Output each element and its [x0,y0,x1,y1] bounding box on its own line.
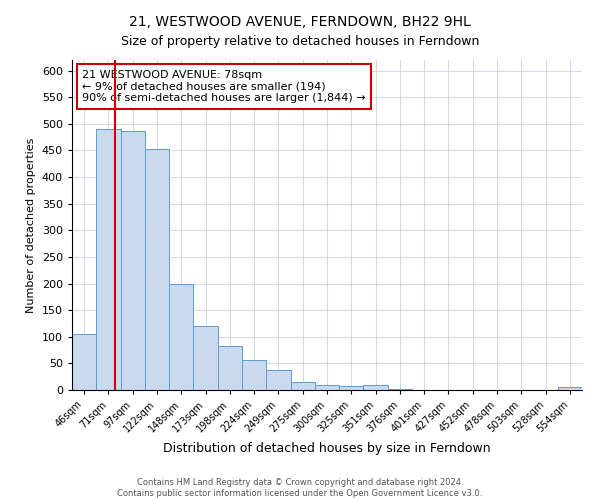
Text: 21, WESTWOOD AVENUE, FERNDOWN, BH22 9HL: 21, WESTWOOD AVENUE, FERNDOWN, BH22 9HL [129,15,471,29]
Bar [266,370,290,390]
Bar [96,129,121,390]
Bar [145,150,169,390]
X-axis label: Distribution of detached houses by size in Ferndown: Distribution of detached houses by size … [163,442,491,456]
Bar [121,131,145,390]
Bar [339,386,364,390]
Bar [364,384,388,390]
Bar [315,384,339,390]
Text: Size of property relative to detached houses in Ferndown: Size of property relative to detached ho… [121,35,479,48]
Y-axis label: Number of detached properties: Number of detached properties [26,138,36,312]
Bar [169,284,193,390]
Bar [193,326,218,390]
Text: 21 WESTWOOD AVENUE: 78sqm
← 9% of detached houses are smaller (194)
90% of semi-: 21 WESTWOOD AVENUE: 78sqm ← 9% of detach… [82,70,366,103]
Bar [218,346,242,390]
Bar [388,389,412,390]
Bar [558,388,582,390]
Bar [72,334,96,390]
Bar [290,382,315,390]
Bar [242,360,266,390]
Text: Contains HM Land Registry data © Crown copyright and database right 2024.
Contai: Contains HM Land Registry data © Crown c… [118,478,482,498]
